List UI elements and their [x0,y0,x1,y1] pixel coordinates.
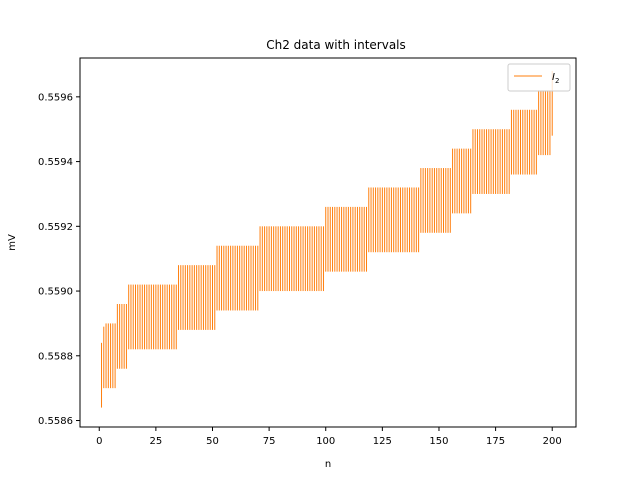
y-tick-label: 0.5586 [38,416,73,427]
x-tick-label: 75 [263,436,276,447]
ticks-layer: 0 25 50 75 100 125 150 175 200 0.5586 0.5588 0.5590… [38,92,562,447]
y-tick-label: 0.5596 [38,92,73,103]
x-tick-label: 150 [429,436,448,447]
x-axis-label: n [325,459,331,470]
series-layer [101,70,553,408]
x-tick-label: 50 [206,436,219,447]
legend-series-name: I [552,72,555,83]
x-tick-label: 0 [96,436,102,447]
y-tick-label: 0.5594 [38,157,73,168]
legend-series-subscript: 2 [555,77,559,85]
x-tick-label: 25 [150,436,163,447]
plot-frame [79,57,577,428]
x-tick-label: 200 [543,436,562,447]
legend-box [507,63,571,92]
y-tick-label: 0.5592 [38,222,73,233]
y-tick-label: 0.5590 [38,287,73,298]
x-tick-label: 125 [373,436,392,447]
legend-entry-label: I2 [552,72,559,85]
legend: I2 [507,63,571,92]
x-tick-label: 100 [316,436,335,447]
y-tick-label: 0.5588 [38,351,73,362]
x-tick-label: 175 [486,436,505,447]
y-axis-label: mV [7,234,18,251]
chart-title: Ch2 data with intervals [266,38,406,52]
